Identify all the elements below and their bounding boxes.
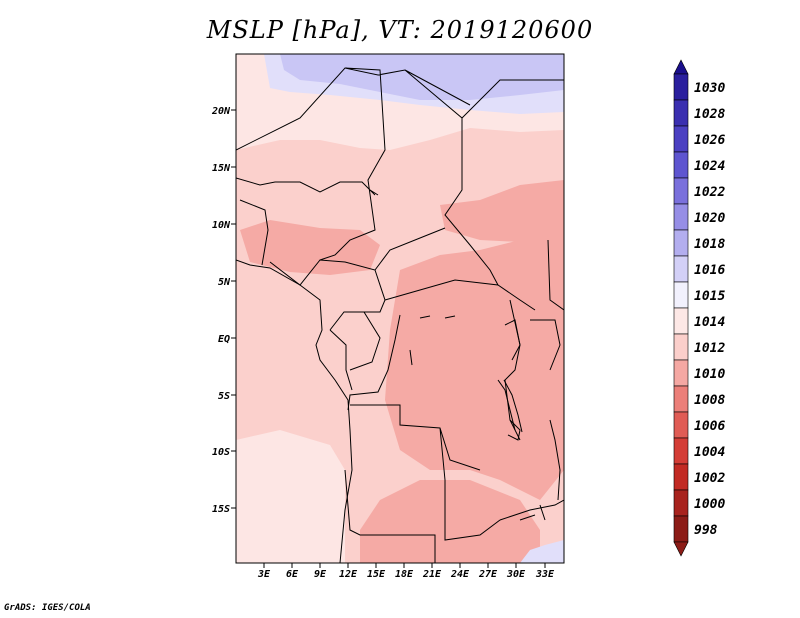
colorbar-swatch [673,463,689,491]
longitude-axis: 3E 6E 9E 12E 15E 18E 21E 24E 27E 30E 33E [257,563,555,580]
colorbar-swatch [673,177,689,205]
colorbar-label-998: 998 [694,523,718,538]
field-medium-northwest [240,220,380,275]
lon-ticks [263,563,546,568]
field-medium-south [360,480,540,563]
coastline [236,259,353,563]
colorbar-label-1026: 1026 [694,133,725,148]
pressure-field [236,54,564,563]
colorbar-label-1000: 1000 [694,497,725,512]
map-frame [235,53,565,564]
colorbar-label-1014: 1014 [694,315,725,330]
colorbar-label-1024: 1024 [694,159,725,174]
colorbar-swatch [673,73,689,101]
lat-label-10s: 10S [212,447,230,458]
lon-label-3e: 3E [257,569,271,580]
colorbar-label-1018: 1018 [694,237,725,252]
colorbar-swatch [673,437,689,465]
colorbar-bottom-arrow [673,541,689,557]
colorbar-swatch [673,333,689,361]
plot-title: MSLP [hPa], VT: 2019120600 [206,16,594,44]
colorbar-label-1008: 1008 [694,393,725,408]
lat-label-10n: 10N [212,220,231,231]
lon-label-12e: 12E [339,569,358,580]
colorbar-swatch [673,359,689,387]
field-pale-southwest [236,430,345,563]
lon-label-18e: 18E [395,569,414,580]
field-blue-southeast [520,540,564,563]
colorbar-swatch [673,99,689,127]
latitude-axis: 20N 15N 10N 5N EQ 5S 10S 15S [211,106,236,515]
lat-ticks [231,109,236,509]
colorbar: 1030 1028 1026 1024 1022 1020 1018 1016 … [673,59,725,557]
lon-label-30e: 30E [506,569,526,580]
colorbar-swatch [673,385,689,413]
colorbar-label-1010: 1010 [694,367,725,382]
colorbar-swatch [673,307,689,335]
colorbar-swatch [673,489,689,517]
colorbar-label-1030: 1030 [694,81,725,96]
colorbar-label-1012: 1012 [694,341,725,356]
grads-credit: GrADS: IGES/COLA [4,603,91,613]
lon-label-24e: 24E [450,569,470,580]
lat-label-20n: 20N [211,106,231,117]
border-lines [236,67,564,563]
colorbar-swatch [673,229,689,257]
lakes [369,189,546,521]
colorbar-swatch [673,125,689,153]
great-rift-lakes [497,379,561,501]
country-borders [236,67,564,563]
colorbar-label-1002: 1002 [694,471,725,486]
lat-label-15n: 15N [212,163,231,174]
colorbar-label-1020: 1020 [694,211,725,226]
field-medium-northeast [440,180,564,242]
colorbar-swatch [673,281,689,309]
lon-label-21e: 21E [422,569,442,580]
lon-label-6e: 6E [286,569,299,580]
colorbar-label-1028: 1028 [694,107,725,122]
colorbar-label-1006: 1006 [694,419,725,434]
lon-label-33e: 33E [535,569,555,580]
lat-label-5s: 5S [218,391,230,402]
colorbar-label-1022: 1022 [694,185,725,200]
lon-label-9e: 9E [314,569,327,580]
lon-label-27e: 27E [478,569,498,580]
colorbar-swatch [673,255,689,283]
field-blue-high [280,54,564,100]
colorbar-label-1016: 1016 [694,263,725,278]
lat-label-15s: 15S [212,504,230,515]
lat-label-eq: EQ [218,334,230,345]
colorbar-swatch [673,411,689,439]
colorbar-swatch [673,515,689,543]
lon-label-15e: 15E [367,569,386,580]
colorbar-top-arrow [673,59,689,75]
colorbar-label-1015: 1015 [694,289,725,304]
lat-label-5n: 5N [218,277,231,288]
colorbar-swatch [673,151,689,179]
colorbar-swatch [673,203,689,231]
colorbar-label-1004: 1004 [694,445,725,460]
